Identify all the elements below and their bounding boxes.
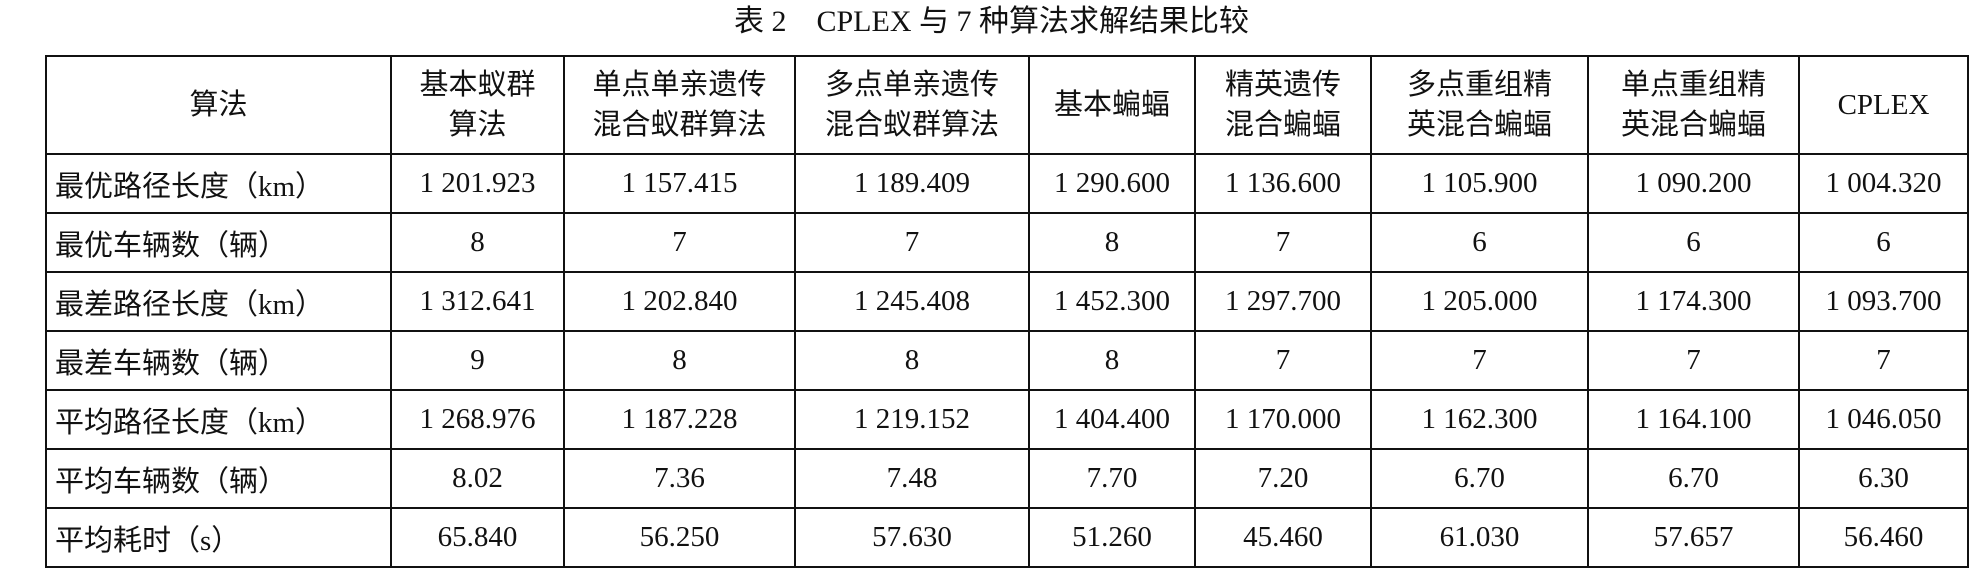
cell: 7 bbox=[1798, 330, 1969, 391]
header-cell: 多点单亲遗传 混合蚁群算法 bbox=[794, 55, 1030, 155]
table-row: 最优路径长度（km） 1 201.923 1 157.415 1 189.409 1 2… bbox=[45, 153, 1969, 214]
header-line: 英混合蝙蝠 bbox=[1620, 109, 1766, 141]
cell: 1 164.100 bbox=[1587, 389, 1800, 450]
cell: 56.460 bbox=[1798, 507, 1969, 568]
cell: 7 bbox=[794, 212, 1030, 273]
cell: 6.30 bbox=[1798, 448, 1969, 509]
cell: 1 187.228 bbox=[563, 389, 796, 450]
cell: 1 093.700 bbox=[1798, 271, 1969, 332]
cell: 8 bbox=[563, 330, 796, 391]
header-cell: 算法 bbox=[45, 55, 392, 155]
cell: 1 452.300 bbox=[1028, 271, 1196, 332]
cell: 1 170.000 bbox=[1194, 389, 1372, 450]
cell: 1 201.923 bbox=[390, 153, 565, 214]
cell: 1 219.152 bbox=[794, 389, 1030, 450]
cell: 1 090.200 bbox=[1587, 153, 1800, 214]
table-row: 平均车辆数（辆） 8.02 7.36 7.48 7.70 7.20 6.70 6.70 6.30 bbox=[45, 448, 1969, 509]
row-label: 最优路径长度（km） bbox=[45, 153, 392, 214]
cell: 56.250 bbox=[563, 507, 796, 568]
cell: 1 312.641 bbox=[390, 271, 565, 332]
header-cell: CPLEX bbox=[1798, 55, 1969, 155]
header-cell: 基本蚁群 算法 bbox=[390, 55, 565, 155]
header-row: 算法 基本蚁群 算法 单点单亲遗传 混合蚁群算法 多点单亲遗传 混合蚁群算法 基本蝙蝠 精英遗传… bbox=[45, 55, 1969, 155]
table-row: 最差车辆数（辆） 9 8 8 8 7 7 7 7 bbox=[45, 330, 1969, 391]
cell: 6.70 bbox=[1587, 448, 1800, 509]
cell: 7 bbox=[1370, 330, 1589, 391]
cell: 6.70 bbox=[1370, 448, 1589, 509]
cell: 1 105.900 bbox=[1370, 153, 1589, 214]
cell: 1 290.600 bbox=[1028, 153, 1196, 214]
cell: 6 bbox=[1798, 212, 1969, 273]
cell: 8.02 bbox=[390, 448, 565, 509]
cell: 1 157.415 bbox=[563, 153, 796, 214]
table-row: 平均路径长度（km） 1 268.976 1 187.228 1 219.152 1 4… bbox=[45, 389, 1969, 450]
header-cell: 多点重组精英混合蝙蝠 bbox=[1370, 55, 1589, 155]
cell: 7 bbox=[1194, 330, 1372, 391]
cell: 6 bbox=[1587, 212, 1800, 273]
header-line: 基本蚁群 bbox=[419, 69, 536, 101]
cell: 1 404.400 bbox=[1028, 389, 1196, 450]
cell: 1 004.320 bbox=[1798, 153, 1969, 214]
header-cell: 单点重组精英混合蝙蝠 bbox=[1587, 55, 1800, 155]
table-row: 最差路径长度（km） 1 312.641 1 202.840 1 245.408 1 4… bbox=[45, 271, 1969, 332]
cell: 1 245.408 bbox=[794, 271, 1030, 332]
header-line: 多点单亲遗传 bbox=[824, 69, 999, 101]
cell: 8 bbox=[1028, 330, 1196, 391]
cell: 7 bbox=[563, 212, 796, 273]
cell: 65.840 bbox=[390, 507, 565, 568]
cell: 1 297.700 bbox=[1194, 271, 1372, 332]
header-line: 单点重组精 bbox=[1620, 69, 1766, 101]
cell: 1 205.000 bbox=[1370, 271, 1589, 332]
table-title: 表 2 CPLEX 与 7 种算法求解结果比较 bbox=[733, 5, 1249, 38]
header-line: 算法 bbox=[189, 89, 248, 121]
cell: 7.20 bbox=[1194, 448, 1372, 509]
row-label: 平均车辆数（辆） bbox=[45, 448, 392, 509]
header-line: 算法 bbox=[448, 109, 507, 141]
cell: 1 268.976 bbox=[390, 389, 565, 450]
cell: 45.460 bbox=[1194, 507, 1372, 568]
cell: 61.030 bbox=[1370, 507, 1589, 568]
header-cell: 精英遗传 混合蝙蝠 bbox=[1194, 55, 1372, 155]
cell: 6 bbox=[1370, 212, 1589, 273]
table-row: 最优车辆数（辆） 8 7 7 8 7 6 6 6 bbox=[45, 212, 1969, 273]
row-label: 最差路径长度（km） bbox=[45, 271, 392, 332]
cell: 57.630 bbox=[794, 507, 1030, 568]
table-row: 平均耗时（s） 65.840 56.250 57.630 51.260 45.460 61.… bbox=[45, 507, 1969, 568]
cell: 1 162.300 bbox=[1370, 389, 1589, 450]
header-line: 混合蚁群算法 bbox=[824, 109, 999, 141]
header-cell: 单点单亲遗传 混合蚁群算法 bbox=[563, 55, 796, 155]
results-table: 算法 基本蚁群 算法 单点单亲遗传 混合蚁群算法 多点单亲遗传 混合蚁群算法 基本蝙蝠 精英遗传… bbox=[45, 55, 1969, 568]
header-line: 单点单亲遗传 bbox=[592, 69, 767, 101]
header-line: CPLEX bbox=[1837, 89, 1930, 121]
header-cell: 基本蝙蝠 bbox=[1028, 55, 1196, 155]
cell: 1 174.300 bbox=[1587, 271, 1800, 332]
header-line: 多点重组精 bbox=[1406, 69, 1552, 101]
header-line: 精英遗传 bbox=[1224, 69, 1341, 101]
cell: 8 bbox=[794, 330, 1030, 391]
row-label: 平均耗时（s） bbox=[45, 507, 392, 568]
cell: 7 bbox=[1194, 212, 1372, 273]
row-label: 最优车辆数（辆） bbox=[45, 212, 392, 273]
cell: 7.36 bbox=[563, 448, 796, 509]
cell: 9 bbox=[390, 330, 565, 391]
header-line: 混合蝙蝠 bbox=[1224, 109, 1341, 141]
row-label: 平均路径长度（km） bbox=[45, 389, 392, 450]
cell: 57.657 bbox=[1587, 507, 1800, 568]
cell: 1 189.409 bbox=[794, 153, 1030, 214]
cell: 1 046.050 bbox=[1798, 389, 1969, 450]
cell: 51.260 bbox=[1028, 507, 1196, 568]
cell: 7.70 bbox=[1028, 448, 1196, 509]
cell: 1 202.840 bbox=[563, 271, 796, 332]
row-label: 最差车辆数（辆） bbox=[45, 330, 392, 391]
cell: 8 bbox=[390, 212, 565, 273]
header-line: 混合蚁群算法 bbox=[592, 109, 767, 141]
cell: 7.48 bbox=[794, 448, 1030, 509]
header-line: 英混合蝙蝠 bbox=[1406, 109, 1552, 141]
cell: 1 136.600 bbox=[1194, 153, 1372, 214]
cell: 7 bbox=[1587, 330, 1800, 391]
header-line: 基本蝙蝠 bbox=[1053, 89, 1170, 121]
cell: 8 bbox=[1028, 212, 1196, 273]
